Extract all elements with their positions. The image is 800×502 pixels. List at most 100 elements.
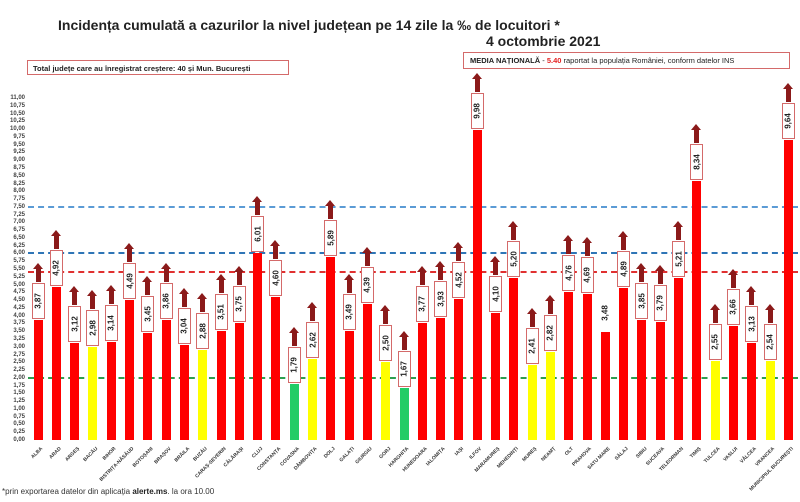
x-tick-label: IAȘI	[454, 446, 466, 458]
value-label: 2,54	[763, 324, 777, 361]
value-label: 2,88	[196, 313, 210, 350]
y-tick-label: 0,25	[13, 429, 25, 436]
bar	[33, 319, 43, 440]
bar	[655, 322, 665, 440]
increase-arrow-icon	[490, 255, 500, 275]
bar	[454, 299, 464, 440]
y-tick-label: 3,25	[13, 335, 25, 342]
increase-arrow-icon	[764, 304, 775, 324]
value-label: 3,04	[177, 308, 191, 345]
bar	[198, 350, 208, 440]
reference-line	[28, 271, 798, 274]
national-average-value: 5.40	[546, 56, 562, 65]
increase-arrow-icon	[142, 275, 153, 295]
value-label: 3,45	[141, 295, 155, 332]
y-tick-label: 4,50	[13, 297, 25, 304]
y-tick-label: 2,25	[13, 367, 25, 374]
value-label: 4,76	[562, 255, 576, 291]
increase-arrow-icon	[87, 290, 98, 310]
increase-arrow-icon	[746, 285, 757, 305]
bar	[545, 352, 555, 440]
x-tick-label: NEAMȚ	[539, 446, 557, 463]
value-label: 4,49	[123, 263, 136, 300]
bar	[710, 360, 720, 440]
bar	[472, 129, 482, 440]
increase-arrow-icon	[197, 293, 208, 313]
bar	[417, 322, 427, 440]
value-label: 2,98	[86, 310, 100, 347]
y-tick-label: 4,75	[13, 289, 25, 296]
x-tick-label: BRĂILA	[173, 446, 191, 464]
value-label: 5,21	[672, 241, 685, 278]
x-tick-label: VASLUI	[722, 446, 740, 463]
y-tick-label: 3,50	[13, 328, 25, 335]
y-tick-label: 8,75	[13, 164, 25, 171]
x-tick-label: ARGEȘ	[64, 446, 81, 463]
value-label: 3,14	[104, 305, 118, 342]
value-label: 6,01	[251, 216, 265, 253]
value-label: 2,55	[708, 323, 722, 360]
x-tick-label: OLT	[563, 446, 575, 458]
bar	[51, 287, 61, 440]
chart-title: Incidența cumulată a cazurilor la nivel …	[58, 17, 560, 33]
value-label: 2,62	[306, 321, 319, 358]
bar	[582, 294, 592, 440]
footnote-source: alerte.ms	[132, 487, 168, 496]
value-label: 3,12	[68, 305, 82, 342]
bar	[381, 362, 391, 440]
x-tick-label: CLUJ	[250, 446, 264, 460]
bar	[179, 345, 189, 440]
increase-arrow-icon	[691, 123, 702, 143]
increase-arrow-icon	[270, 239, 281, 259]
y-tick-label: 1,00	[13, 405, 25, 412]
y-tick-label: 11,00	[10, 95, 25, 101]
increase-arrow-icon	[178, 288, 189, 308]
x-tick-label: DOLJ	[323, 446, 338, 460]
bar	[399, 388, 409, 440]
y-tick-label: 9,50	[13, 141, 25, 148]
total-counties-box: Total județe care au înregistrat creșter…	[27, 60, 289, 75]
value-label: 3,93	[434, 280, 448, 317]
y-tick-label: 10,00	[9, 126, 25, 133]
y-tick-label: 7,00	[13, 219, 25, 226]
x-tick-label: SIBIU	[634, 446, 649, 460]
reference-line	[28, 376, 798, 379]
y-tick-label: 1,75	[13, 382, 25, 389]
reference-line	[28, 205, 798, 208]
value-label: 4,10	[489, 275, 502, 312]
value-label: 3,48	[600, 305, 610, 321]
value-label: 5,89	[324, 219, 338, 256]
bar	[783, 140, 793, 440]
bar	[765, 361, 775, 440]
y-tick-label: 0,50	[13, 421, 25, 428]
bar	[436, 317, 446, 440]
bar	[234, 323, 244, 440]
bar	[728, 326, 738, 440]
footnote: *prin exportarea datelor din aplicația a…	[2, 487, 214, 496]
y-tick-label: 6,75	[13, 227, 25, 234]
value-label: 3,49	[342, 294, 356, 331]
value-label: 9,98	[470, 92, 484, 129]
value-label: 3,75	[232, 286, 246, 323]
increase-arrow-icon	[581, 237, 592, 257]
value-label: 3,85	[635, 283, 649, 320]
value-label: 4,92	[49, 250, 63, 287]
national-average-label: MEDIA NAȚIONALĂ	[470, 56, 541, 65]
value-label: 4,39	[360, 266, 374, 303]
increase-arrow-icon	[727, 269, 738, 289]
y-tick-label: 9,00	[13, 157, 25, 164]
x-tick-label: SĂLAJ	[614, 446, 630, 462]
bar	[253, 253, 263, 440]
reference-line	[28, 252, 798, 255]
value-label: 1,79	[287, 347, 301, 384]
y-tick-label: 4,00	[13, 312, 25, 319]
increase-arrow-icon	[380, 305, 391, 325]
y-tick-label: 8,50	[13, 172, 25, 179]
y-tick-label: 8,25	[13, 180, 25, 187]
increase-arrow-icon	[288, 327, 299, 347]
footnote-prefix: *prin exportarea datelor din aplicația	[2, 487, 133, 496]
increase-arrow-icon	[526, 308, 537, 328]
value-label: 2,50	[379, 325, 393, 362]
bar	[70, 342, 80, 440]
y-tick-label: 6,00	[13, 250, 25, 257]
